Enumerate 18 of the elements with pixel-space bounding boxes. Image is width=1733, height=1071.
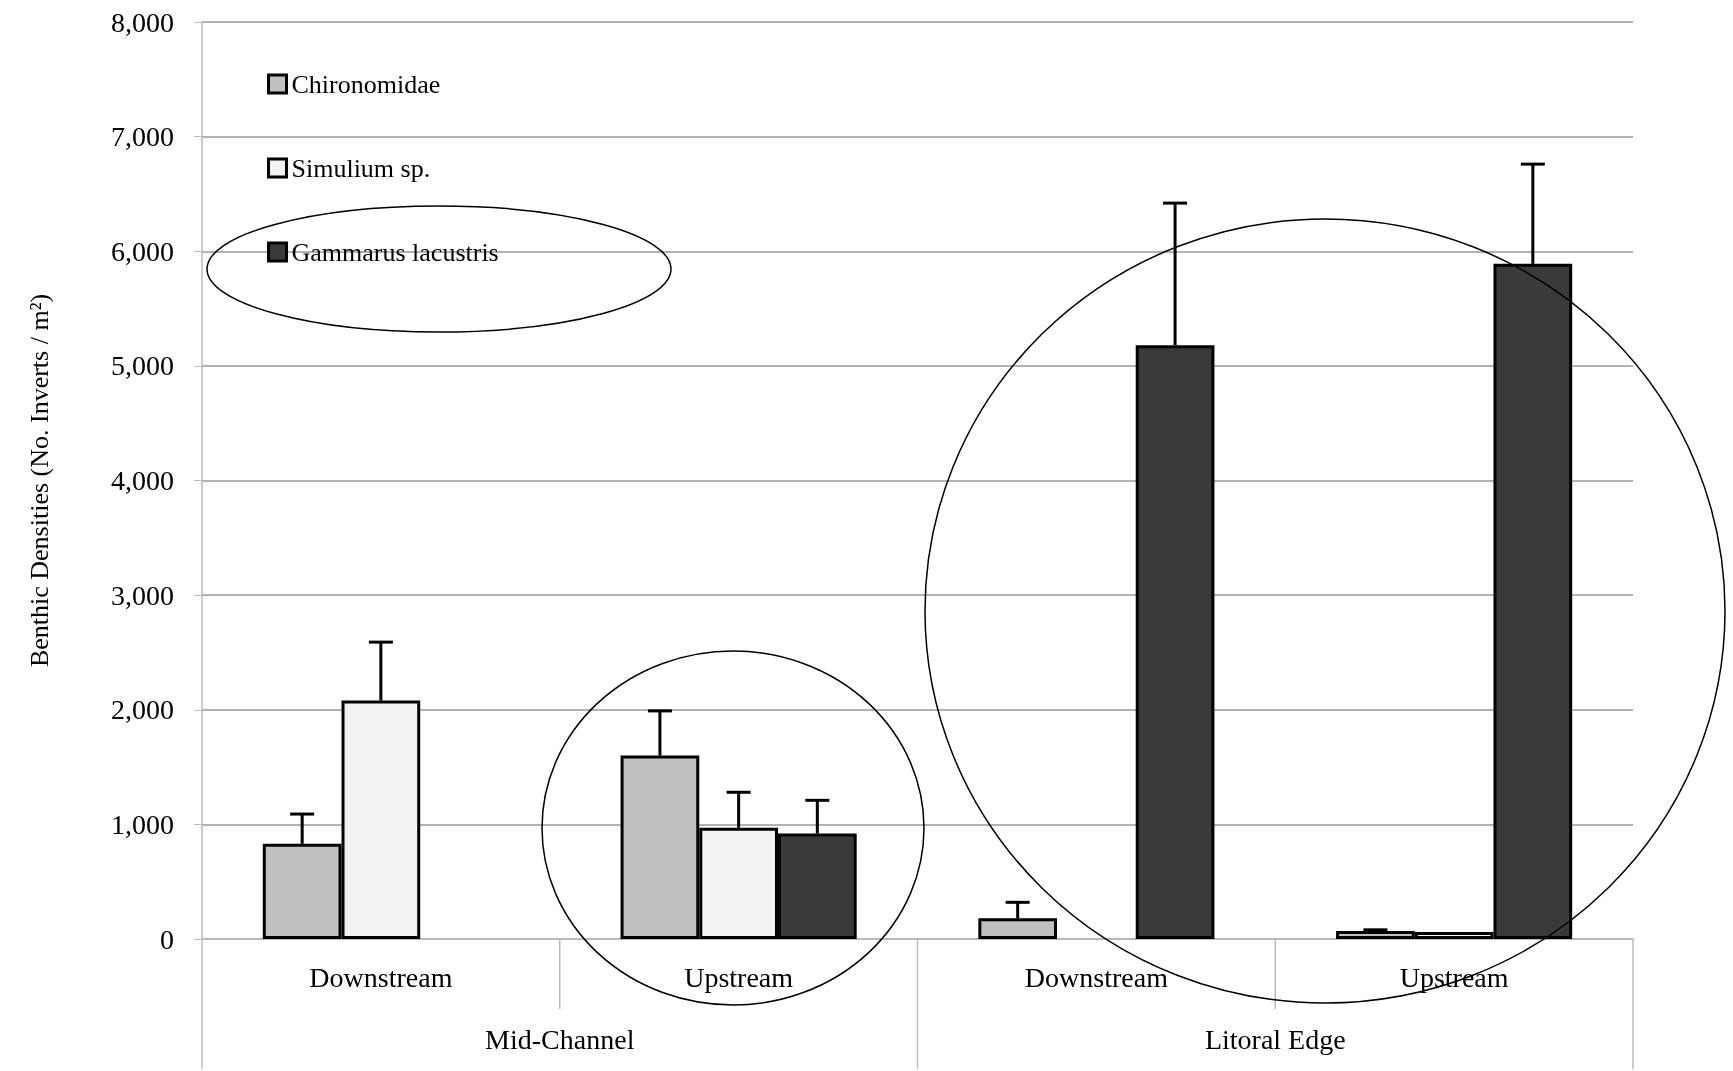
legend-label: Gammarus lacustris [291, 237, 499, 267]
y-tick-label: 8,000 [111, 6, 174, 38]
y-tick-label: 7,000 [111, 121, 174, 153]
text: Mid-Channel [485, 1023, 635, 1055]
y-tick-label: 2,000 [111, 694, 174, 726]
x-tick-label: Downstream [1024, 961, 1169, 993]
x-tick-label: Downstream [309, 961, 453, 993]
y-tick-label: 0 [160, 923, 174, 955]
y-tick-label: 1,000 [111, 808, 174, 840]
y-tick-label: 3,000 [111, 579, 174, 611]
x-tick-label: Upstream [684, 961, 794, 993]
y-tick-label: 5,000 [111, 350, 174, 382]
legend-label: Simulium sp. [291, 153, 431, 183]
text: Litoral Edge [1204, 1023, 1346, 1055]
legend-label: Chironomidae [291, 69, 441, 99]
y-axis-title: Benthic Densities (No. Inverts / m²) [24, 293, 54, 668]
y-tick-label: 4,000 [111, 465, 174, 496]
y-tick-label: 6,000 [111, 235, 174, 267]
